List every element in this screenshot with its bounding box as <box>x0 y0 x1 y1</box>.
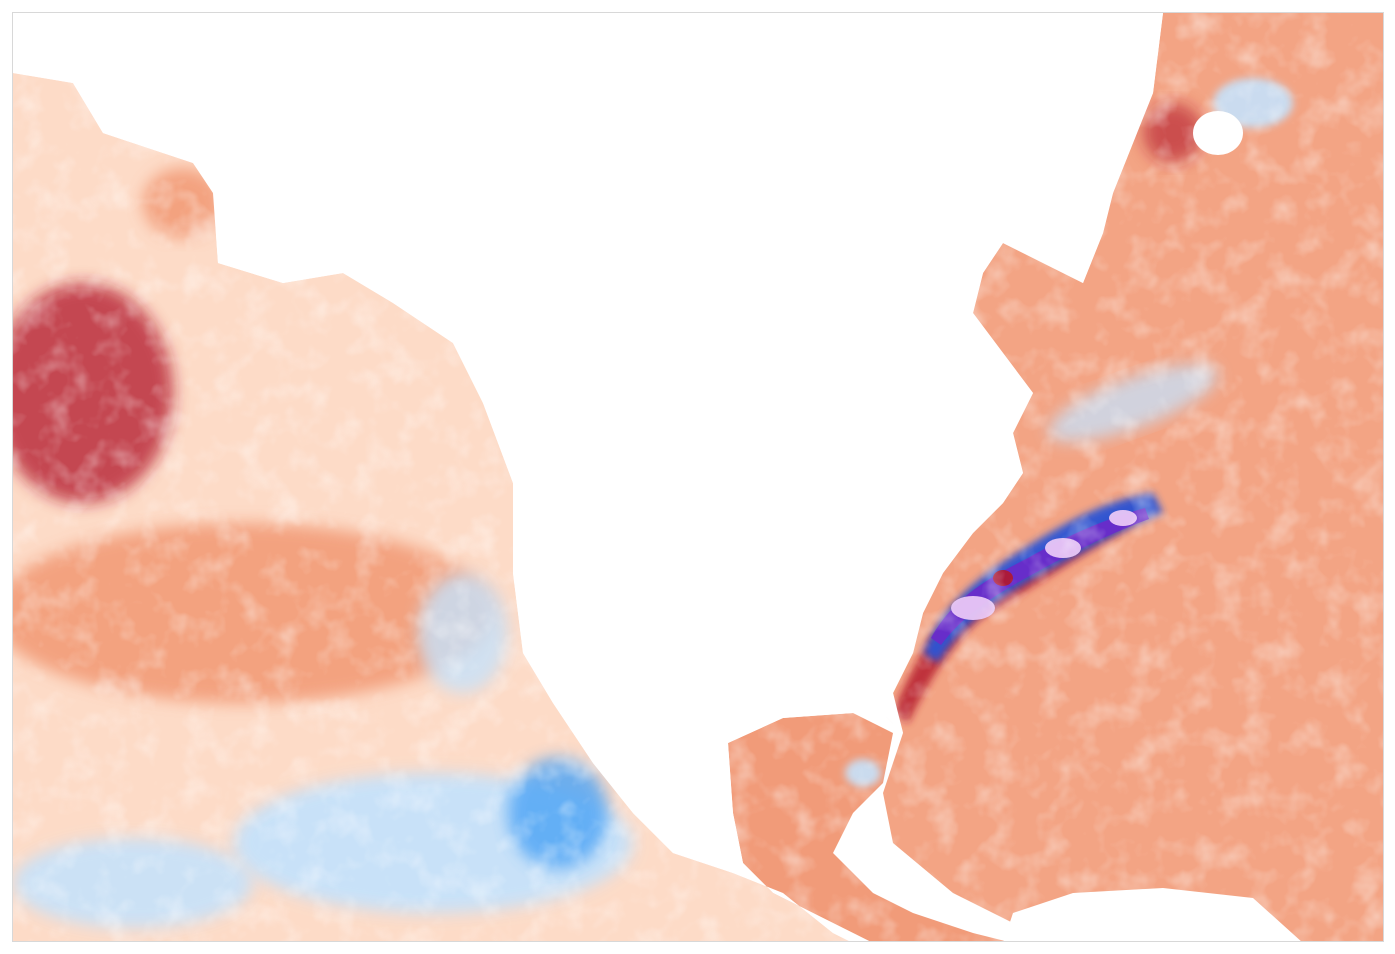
south-america-land <box>1003 888 1301 941</box>
map-canvas[interactable] <box>13 13 1384 942</box>
north-america-land <box>13 13 1163 941</box>
land-masses <box>13 13 1301 941</box>
sst-anomaly-map <box>12 12 1384 942</box>
hudson-bay-land-gap <box>1193 111 1243 155</box>
